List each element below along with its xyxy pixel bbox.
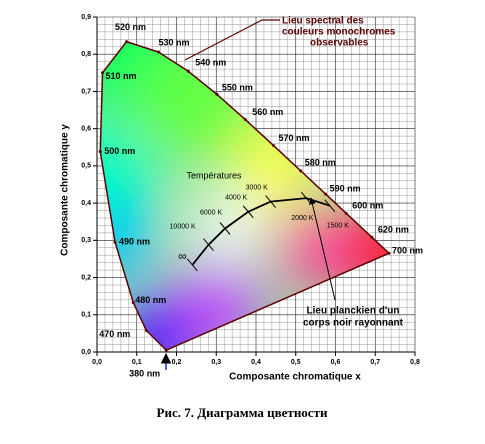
y-tick-label: 0,3 [81,237,91,244]
wavelength-label: 480 nm [135,295,166,305]
annotation-arrow [184,19,280,61]
wavelength-label: 620 nm [378,225,409,235]
locus-point [186,69,190,73]
locus-point [144,328,148,332]
locus-point [215,92,219,96]
x-tick-label: 0,1 [132,359,142,366]
wavelength-label: 580 nm [305,157,336,167]
locus-point [272,144,276,148]
planck-tick [265,195,277,208]
wavelength-label: 560 nm [252,107,283,117]
locus-point [113,240,117,244]
locus-point [344,211,348,215]
color-blob [100,200,157,281]
annotation-arrow [309,197,336,301]
temperature-label: ∞ [178,249,187,263]
wavelength-label: 700 nm [392,246,423,256]
wavelength-label: 590 nm [330,183,361,193]
wavelength-label: 500 nm [104,146,135,156]
planck-tick [186,258,198,272]
y-tick-label: 0,4 [81,200,91,207]
locus-point [243,118,247,122]
planck-tick [242,205,254,219]
planck-tick [324,199,336,212]
locus-point [164,348,168,352]
planck-tick [203,238,214,252]
temperature-label: 6000 K [200,209,223,216]
locus-point [98,150,102,154]
x-tick-label: 0,8 [410,359,420,366]
annotation: Lieu planckien d'un [307,306,400,317]
y-tick-label: 0,9 [81,14,91,21]
annotation: Lieu spectral des [282,16,364,27]
annotation: couleurs monochromes [282,27,396,38]
wavelength-label: 380 nm [129,369,160,379]
y-tick-label: 0,5 [81,163,91,170]
wavelength-label: 510 nm [106,71,137,81]
wavelength-label: 470 nm [99,329,130,339]
wavelength-label: 540 nm [195,58,226,68]
y-tick-label: 0,7 [81,88,91,95]
planck-tick [219,222,231,235]
color-blob [193,194,264,265]
wavelength-label: 600 nm [352,201,383,211]
temperature-label: 4000 K [225,195,248,202]
x-tick-label: 0,5 [291,359,301,366]
y-tick-label: 0,0 [81,349,91,356]
x-tick-label: 0,6 [331,359,341,366]
x-tick-label: 0,4 [251,359,261,366]
y-axis-title: Composante chromatique y [60,124,71,256]
x-tick-label: 0,7 [370,359,380,366]
locus-point [387,251,391,255]
temperature-label: 10000 K [170,224,196,231]
x-tick-label: 0,3 [211,359,221,366]
color-blob [275,207,356,288]
locus-point [131,301,135,305]
annotation: corps noir rayonnant [303,318,404,329]
x-axis-title: Composante chromatique x [229,372,361,383]
spectral-locus [99,40,391,352]
x-tick-label: 0,2 [172,359,182,366]
wavelength-label: 530 nm [158,37,189,47]
locus-point [101,71,105,75]
temperature-label: 1500 K [327,223,350,230]
planckian-title: Températures [186,170,242,180]
locus-point [370,235,374,239]
wavelength-label: 570 nm [279,133,310,143]
wavelength-label: 550 nm [222,83,253,93]
annotation: observables [310,38,369,49]
y-tick-label: 0,2 [81,274,91,281]
locus-point [125,40,129,44]
x-tick-label: 0,0 [92,359,102,366]
locus-point [299,169,303,173]
locus-point [324,192,328,196]
y-tick-label: 0,6 [81,126,91,133]
temperature-label: 3000 K [246,184,269,191]
y-tick-label: 0,8 [81,51,91,58]
locus-point [156,50,160,54]
y-tick-label: 0,1 [81,312,91,319]
wavelength-label: 490 nm [119,237,150,247]
wavelength-label: 520 nm [115,22,146,32]
caption: Рис. 7. Диаграмма цветности [157,405,328,420]
temperature-label: 2000 K [291,215,314,222]
